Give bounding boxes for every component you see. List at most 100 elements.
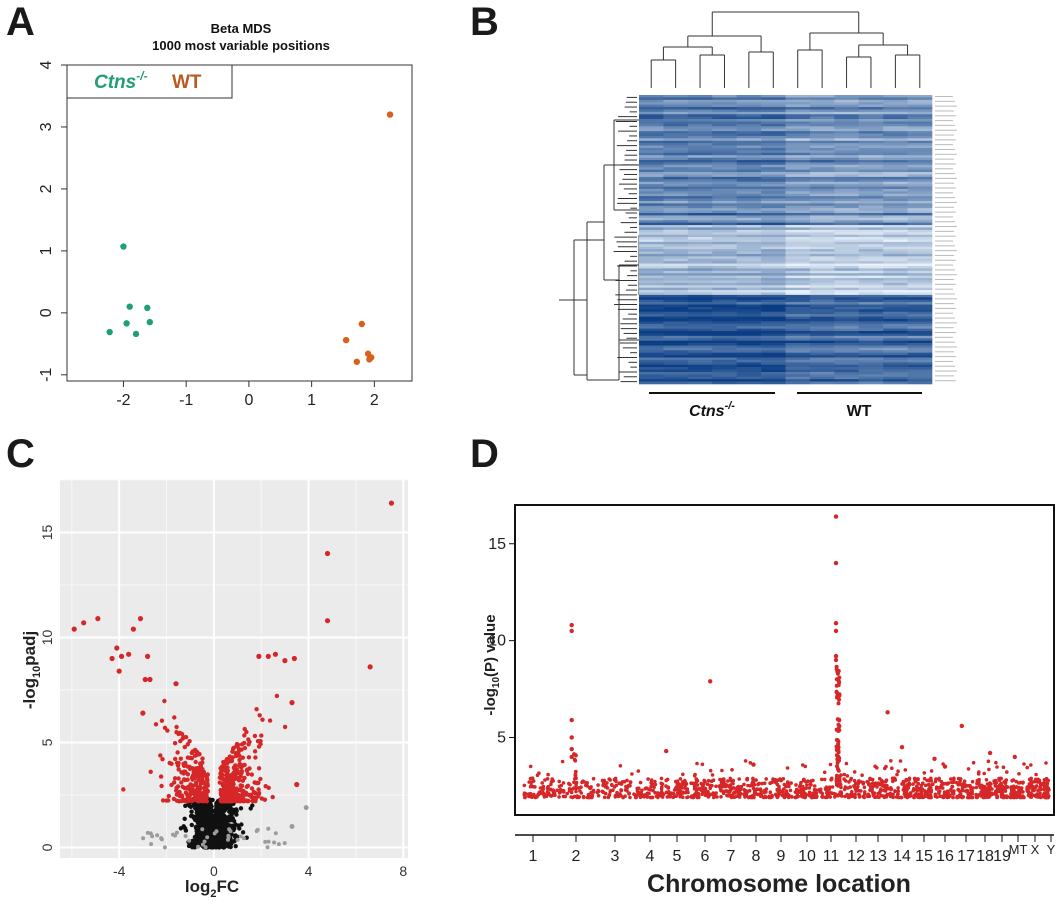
heatmap-cell — [663, 229, 689, 233]
heatmap-cell — [785, 97, 811, 101]
heatmap-cell — [809, 138, 835, 142]
heatmap-cell — [639, 343, 664, 346]
heatmap-cell — [809, 352, 835, 356]
heatmap-cell — [712, 160, 737, 163]
heatmap-cell — [907, 203, 933, 207]
heatmap-cell — [883, 314, 908, 317]
snp-point — [649, 795, 654, 800]
heatmap-cell — [858, 133, 884, 137]
heatmap-cell — [907, 357, 933, 361]
snp-point — [587, 795, 592, 800]
snp-point — [746, 783, 750, 788]
heatmap-cell — [809, 290, 835, 293]
snp-point — [1029, 791, 1033, 796]
heatmap-cell — [687, 99, 713, 103]
heatmap-cell — [663, 350, 689, 353]
non-significant-point — [196, 844, 201, 849]
heatmap-cell — [761, 261, 786, 264]
heatmap-cell — [883, 140, 908, 144]
heatmap-cell — [736, 131, 762, 134]
row-label-mark — [935, 173, 955, 175]
heatmap-cell — [761, 109, 786, 113]
heatmap-cell — [663, 196, 689, 199]
heatmap-cell — [712, 379, 737, 382]
significant-point — [230, 749, 235, 754]
significant-point — [239, 742, 245, 747]
heatmap-cell — [809, 208, 835, 211]
snp-point — [981, 792, 986, 796]
significant-point — [231, 786, 237, 792]
panel-label-a: A — [6, 0, 35, 44]
heatmap-cell — [907, 309, 933, 313]
heatmap-cell — [809, 359, 835, 363]
heatmap-cell — [712, 333, 737, 337]
heatmap-cell — [883, 306, 908, 310]
heatmap-cell — [639, 338, 664, 341]
snp-point — [931, 782, 935, 786]
heatmap-cell — [785, 241, 811, 245]
heatmap-cell — [663, 294, 689, 298]
heatmap-cell — [687, 352, 713, 356]
heatmap-cell — [858, 297, 884, 301]
significant-point — [185, 786, 190, 791]
heatmap-cell — [736, 335, 762, 339]
heatmap-cell — [883, 338, 908, 341]
heatmap-cell — [712, 304, 737, 308]
heatmap-cell — [907, 275, 933, 279]
heatmap-cell — [761, 379, 786, 382]
snp-point — [878, 790, 882, 795]
snp-point — [802, 777, 806, 782]
significant-point — [244, 729, 249, 735]
snp-point — [530, 794, 534, 799]
heatmap-cell — [809, 157, 835, 161]
heatmap-cell — [639, 109, 664, 113]
heatmap-cell — [858, 119, 884, 122]
row-label-mark — [935, 303, 954, 305]
heatmap-cell — [858, 198, 884, 202]
heatmap-cell — [687, 237, 713, 240]
heatmap-cell — [712, 140, 737, 144]
snp-point — [753, 790, 758, 795]
snp-point — [738, 791, 742, 795]
heatmap-cell — [761, 355, 786, 358]
heatmap-cell — [858, 265, 884, 269]
heatmap-cell — [687, 367, 713, 370]
significant-point — [222, 798, 227, 804]
snp-point — [1046, 794, 1051, 798]
heatmap-cell — [663, 131, 689, 134]
significant-point — [246, 798, 251, 804]
group-label-ctns-sup: -/- — [725, 400, 736, 412]
heatmap-cell — [712, 174, 737, 178]
heatmap-cell — [736, 150, 762, 154]
heatmap-cell — [712, 121, 737, 125]
heatmap-cell — [639, 357, 664, 361]
snp-point — [1019, 795, 1023, 800]
heatmap-cell — [834, 213, 860, 216]
heatmap-cell — [687, 326, 713, 329]
heatmap-cell — [761, 222, 786, 226]
row-label-mark — [935, 351, 954, 353]
snp-point — [1025, 789, 1029, 793]
heatmap-cell — [761, 359, 786, 363]
heatmap-cell — [858, 217, 884, 221]
snp-point — [540, 781, 544, 785]
snp-point — [749, 794, 753, 799]
heatmap-cell — [907, 119, 933, 122]
row-label-mark — [935, 298, 957, 300]
heatmap-cell — [736, 306, 762, 310]
heatmap-cell — [687, 116, 713, 120]
snp-point — [656, 792, 660, 796]
heatmap-cell — [712, 198, 737, 202]
snp-point — [572, 786, 576, 790]
heatmap-cell — [736, 157, 762, 161]
heatmap-cell — [663, 290, 689, 293]
snp-point — [628, 780, 633, 784]
heatmap-cell — [883, 198, 908, 202]
heatmap-cell — [712, 145, 737, 149]
heatmap-cell — [809, 210, 835, 214]
snp-point — [675, 786, 679, 791]
heatmap-cell — [736, 316, 762, 320]
heatmap-cell — [834, 145, 860, 149]
wt-sample-point — [366, 356, 373, 363]
snp-point — [546, 792, 550, 797]
